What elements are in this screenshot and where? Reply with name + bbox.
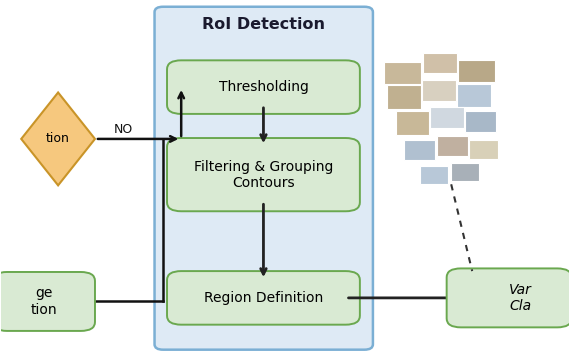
FancyBboxPatch shape [167,271,360,325]
Text: NO: NO [114,123,133,136]
FancyBboxPatch shape [458,60,495,82]
FancyBboxPatch shape [167,138,360,211]
Text: tion: tion [46,132,70,145]
FancyBboxPatch shape [422,80,457,102]
FancyBboxPatch shape [447,269,570,327]
Polygon shape [21,93,95,185]
FancyBboxPatch shape [154,7,373,350]
FancyBboxPatch shape [451,163,479,181]
FancyBboxPatch shape [469,140,498,159]
Text: RoI Detection: RoI Detection [202,17,325,32]
Text: ge
tion: ge tion [31,286,57,316]
Text: Var
Cla: Var Cla [509,283,532,313]
FancyBboxPatch shape [430,107,463,128]
FancyBboxPatch shape [423,53,457,73]
FancyBboxPatch shape [465,111,496,132]
FancyBboxPatch shape [387,85,421,109]
FancyBboxPatch shape [437,136,468,156]
FancyBboxPatch shape [167,60,360,114]
Text: Thresholding: Thresholding [218,80,308,94]
FancyBboxPatch shape [420,166,449,184]
FancyBboxPatch shape [404,140,435,160]
FancyBboxPatch shape [396,111,429,135]
FancyBboxPatch shape [384,62,421,84]
FancyBboxPatch shape [0,272,95,331]
FancyBboxPatch shape [457,84,491,107]
Text: Filtering & Grouping
Contours: Filtering & Grouping Contours [194,159,333,190]
Text: Region Definition: Region Definition [204,291,323,305]
